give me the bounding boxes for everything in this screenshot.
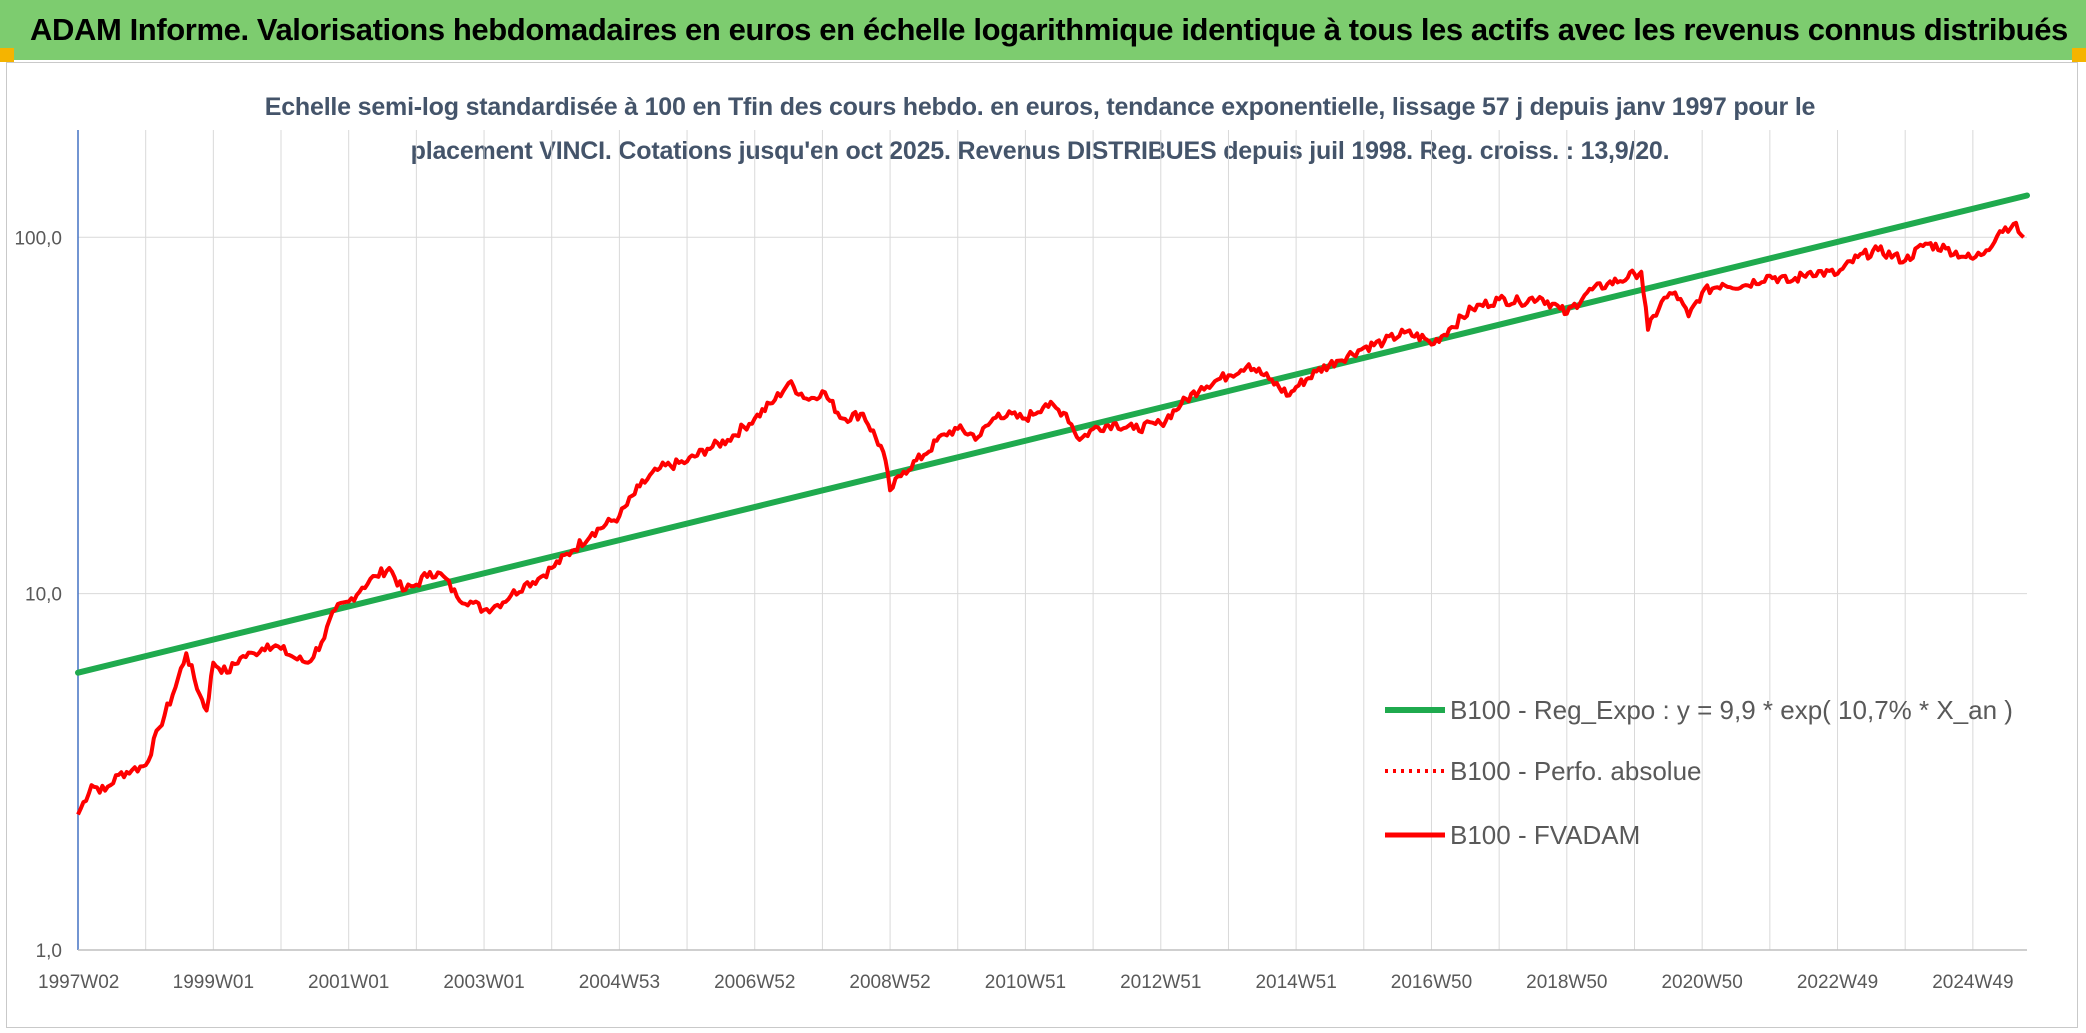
y-tick-label: 1,0 — [36, 941, 62, 962]
y-tick-label: 10,0 — [25, 585, 62, 606]
corner-mark-right — [2072, 48, 2086, 62]
x-tick-label: 2018W50 — [1526, 972, 1607, 993]
x-tick-label: 2006W52 — [714, 972, 795, 993]
x-tick-label: 2008W52 — [849, 972, 930, 993]
header-band — [0, 0, 2086, 60]
page-title: ADAM Informe. Valorisations hebdomadaire… — [30, 12, 2068, 47]
x-tick-label: 2016W50 — [1391, 972, 1472, 993]
tick-labels: 1,0 10,0 100,0 1997W02 1999W01 2001W01 2003W01… — [14, 228, 2013, 993]
series-layer — [75, 192, 2030, 816]
x-tick-label: 2010W51 — [985, 972, 1066, 993]
x-tick-label: 2024W49 — [1932, 972, 2013, 993]
x-tick-label: 2020W50 — [1661, 972, 1742, 993]
legend-item-regression: B100 - Reg_Expo : y = 9,9 * exp( 10,7% *… — [1385, 695, 2013, 725]
chart-frame — [6, 62, 2078, 1028]
x-tick-label: 1999W01 — [173, 972, 254, 993]
corner-mark-left — [0, 48, 14, 62]
axes — [77, 130, 2027, 951]
x-tick-label: 2004W53 — [579, 972, 660, 993]
legend: B100 - Reg_Expo : y = 9,9 * exp( 10,7% *… — [1385, 695, 2013, 850]
legend-label: B100 - FVADAM — [1450, 820, 1640, 850]
x-tick-label: 2001W01 — [308, 972, 389, 993]
grid — [77, 130, 2027, 951]
x-tick-label: 2022W49 — [1797, 972, 1878, 993]
x-tick-label: 1997W02 — [38, 972, 119, 993]
legend-label: B100 - Reg_Expo : y = 9,9 * exp( 10,7% *… — [1450, 695, 2013, 725]
x-tick-label: 2014W51 — [1255, 972, 1336, 993]
regression-line — [75, 192, 2030, 676]
chart-subtitle-line-2: placement VINCI. Cotations jusqu'en oct … — [410, 137, 1670, 165]
y-tick-label: 100,0 — [14, 228, 62, 249]
chart-subtitle-line-1: Echelle semi-log standardisée à 100 en T… — [264, 93, 1816, 121]
x-tick-label: 2003W01 — [443, 972, 524, 993]
fvadam-line — [76, 220, 2025, 816]
legend-label: B100 - Perfo. absolue — [1450, 756, 1702, 786]
legend-item-perfo: B100 - Perfo. absolue — [1385, 756, 1702, 786]
legend-item-fvadam: B100 - FVADAM — [1385, 820, 1640, 850]
chart-subtitle: Echelle semi-log standardisée à 100 en T… — [200, 85, 1880, 173]
x-tick-label: 2012W51 — [1120, 972, 1201, 993]
